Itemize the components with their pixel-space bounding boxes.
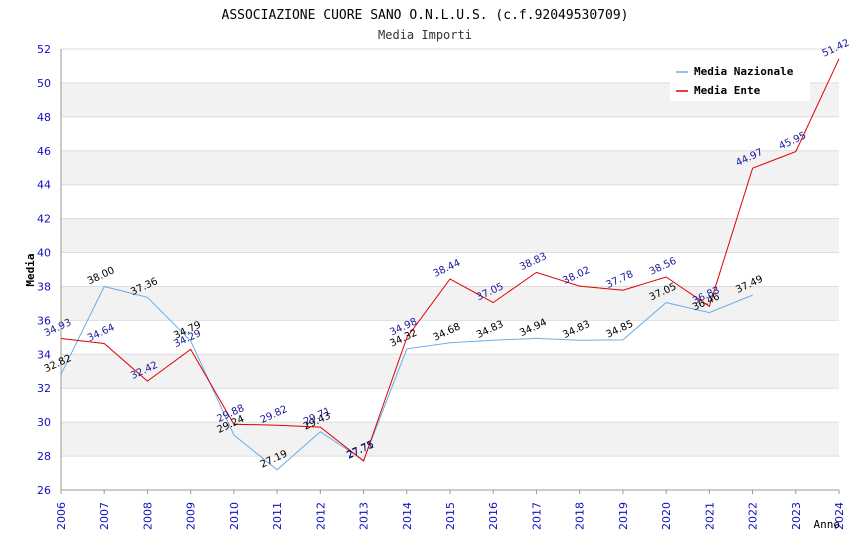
- x-tick-label: 2016: [487, 502, 500, 530]
- y-axis-label: Media: [24, 253, 37, 286]
- x-tick-label: 2015: [444, 502, 457, 530]
- legend: Media Nazionale Media Ente: [670, 61, 810, 101]
- x-tick-label: 2007: [98, 502, 111, 530]
- y-tick-label: 40: [37, 247, 51, 260]
- x-tick-label: 2024: [833, 502, 846, 530]
- y-tick-label: 50: [37, 77, 51, 90]
- data-label-media-ente: 34.64: [86, 322, 117, 344]
- data-label-media-ente: 45.95: [777, 130, 808, 152]
- legend-box: [670, 61, 810, 101]
- y-tick-label: 26: [37, 484, 51, 497]
- x-tick-label: 2013: [358, 502, 371, 530]
- y-tick-labels: 26 28 30 32 34 36 38 40 42 44 46 48 50 52: [37, 43, 51, 497]
- y-tick-label: 52: [37, 43, 51, 56]
- grid-band: [61, 354, 839, 389]
- y-tick-label: 28: [37, 450, 51, 463]
- x-tick-label: 2017: [530, 502, 543, 530]
- x-tick-label: 2011: [271, 502, 284, 530]
- y-tick-label: 42: [37, 213, 51, 226]
- chart-subtitle: Media Importi: [378, 28, 472, 42]
- legend-label-media-ente: Media Ente: [694, 84, 761, 97]
- grid-band: [61, 286, 839, 321]
- grid-band: [61, 218, 839, 253]
- x-tick-label: 2023: [790, 502, 803, 530]
- data-label-media-nazionale: 34.83: [561, 319, 592, 341]
- legend-label-media-nazionale: Media Nazionale: [694, 65, 794, 78]
- grid-band: [61, 150, 839, 185]
- data-label-media-ente: 38.44: [432, 258, 463, 280]
- y-tick-label: 44: [37, 179, 51, 192]
- x-tick-label: 2021: [703, 502, 716, 530]
- series-line-media-nazionale: [60, 285, 753, 471]
- x-tick-label: 2010: [228, 502, 241, 530]
- x-tick-label: 2022: [747, 502, 760, 530]
- y-tick-label: 32: [37, 382, 51, 395]
- x-tick-label: 2014: [401, 502, 414, 530]
- x-tick-label: 2019: [617, 502, 630, 530]
- series-line-media-ente: [60, 58, 840, 462]
- chart-title: ASSOCIAZIONE CUORE SANO O.N.L.U.S. (c.f.…: [222, 8, 629, 23]
- x-tick-label: 2008: [141, 502, 154, 530]
- data-label-media-nazionale: 34.85: [605, 319, 636, 341]
- y-tick-label: 34: [37, 348, 51, 361]
- x-axis-label: Anno: [814, 518, 841, 531]
- data-label-media-nazionale: 34.83: [475, 319, 506, 341]
- series-lines: [60, 58, 840, 471]
- y-tick-label: 46: [37, 145, 51, 158]
- x-tick-label: 2009: [185, 502, 198, 530]
- x-tick-label: 2020: [660, 502, 673, 530]
- data-label-media-ente: 38.83: [518, 251, 549, 273]
- data-label-media-ente: 38.56: [648, 256, 679, 278]
- x-tick-labels: 2006 2007 2008 2009 2010 2011 2012 2013 2014 2015…: [55, 502, 846, 530]
- y-tick-label: 38: [37, 280, 51, 293]
- x-tick-label: 2012: [314, 502, 327, 530]
- x-tick-label: 2018: [574, 502, 587, 530]
- y-tick-label: 30: [37, 416, 51, 429]
- data-label-media-nazionale: 34.68: [432, 321, 463, 343]
- data-label-media-nazionale: 38.00: [86, 265, 117, 287]
- grid-band: [61, 422, 839, 457]
- axes: [60, 49, 840, 494]
- data-label-media-ente: 51.42: [821, 38, 850, 60]
- x-tick-label: 2006: [55, 502, 68, 530]
- data-label-media-ente: 38.02: [561, 265, 592, 287]
- y-tick-label: 48: [37, 111, 51, 124]
- y-tick-label: 36: [37, 314, 51, 327]
